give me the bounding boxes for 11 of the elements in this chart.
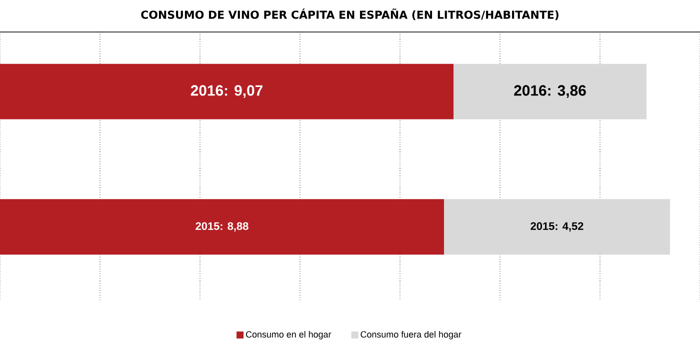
- bar: [0, 64, 454, 120]
- legend-label: Consumo en el hogar: [246, 330, 332, 340]
- data-label: 2016: 9,07: [190, 85, 262, 98]
- bar: [454, 64, 647, 120]
- bar: [444, 199, 670, 255]
- chart-title: CONSUMO DE VINO PER CÁPITA EN ESPAÑA (EN LITROS/HABITANTE): [141, 8, 558, 20]
- data-label: 2016: 3,86: [514, 85, 586, 98]
- data-label: 2015: 4,52: [530, 222, 584, 232]
- bar: [0, 199, 444, 255]
- data-label: 2015: 8,88: [196, 222, 248, 232]
- legend-label: Consumo fuera del hogar: [360, 330, 462, 340]
